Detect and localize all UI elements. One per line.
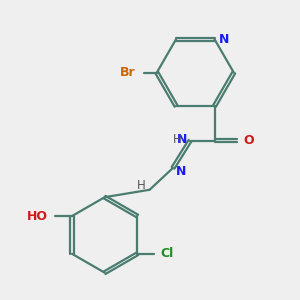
Text: H: H — [137, 179, 146, 192]
Text: HO: HO — [27, 210, 48, 223]
Text: N: N — [176, 165, 186, 178]
Text: Br: Br — [120, 66, 135, 79]
Text: Cl: Cl — [160, 247, 174, 260]
Text: O: O — [243, 134, 254, 147]
Text: N: N — [177, 134, 188, 146]
Text: H: H — [173, 134, 182, 146]
Text: N: N — [219, 33, 230, 46]
